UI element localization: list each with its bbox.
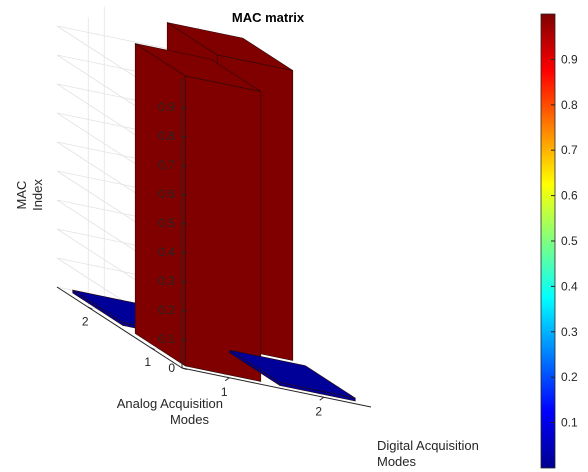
z-tick-label: 0.7 (158, 158, 175, 172)
z-tick-label: 0.2 (158, 303, 175, 317)
z-tick-mark (181, 251, 188, 254)
colorbar-tick-label: 0.9 (561, 52, 578, 66)
chart-title: MAC matrix (232, 10, 305, 25)
colorbar-tick-label: 0.4 (561, 279, 578, 293)
z-tick-mark (181, 135, 188, 138)
x-axis-line (181, 367, 372, 408)
z-axis-label-line2: Index (30, 179, 45, 211)
z-tick-mark (181, 106, 188, 109)
colorbar-tick-label: 0.3 (561, 325, 578, 339)
y-axis-label: Analog Acquisition Modes (117, 396, 223, 427)
z-tick-label: 0 (168, 361, 175, 375)
z-tick-mark (181, 338, 188, 341)
axes: 0 0.1 0.2 0.3 0.4 0.5 0.6 0.7 0.8 0.9 1 2 1 2 (56, 78, 372, 418)
bars (72, 21, 356, 402)
z-tick-mark (181, 309, 188, 312)
y-tick-label: 2 (82, 314, 89, 328)
z-tick-label: 0.3 (158, 274, 175, 288)
z-tick-label: 0.6 (158, 187, 175, 201)
y-tick-mark (88, 306, 93, 310)
bar-front-face (184, 75, 262, 382)
colorbar-tick-label: 0.6 (561, 189, 578, 203)
colorbar: 0.1 0.2 0.3 0.4 0.5 0.6 0.7 0.8 0.9 (540, 13, 578, 469)
x-tick-mark (319, 396, 325, 401)
colorbar-tick-label: 0.7 (561, 143, 578, 157)
z-tick-mark (181, 367, 188, 370)
y-tick-mark (150, 347, 155, 351)
bar-1-1 (134, 42, 262, 382)
z-axis-label-line1: MAC (14, 181, 29, 210)
z-tick-label: 0.1 (158, 332, 175, 346)
z-axis-label: MAC Index (14, 179, 45, 211)
z-tick-label: 0.5 (158, 216, 175, 230)
colorbar-tick-label: 0.2 (561, 370, 578, 384)
z-tick-mark (181, 222, 188, 225)
bar-side-face (134, 42, 186, 367)
bar-top-face (135, 43, 261, 92)
y-axis-label-line1: Analog Acquisition (117, 396, 223, 411)
colorbar-ticks: 0.1 0.2 0.3 0.4 0.5 0.6 0.7 0.8 0.9 (551, 52, 578, 430)
y-tick-label: 1 (144, 355, 151, 369)
y-axis-line (56, 286, 183, 369)
x-tick-label: 2 (315, 404, 322, 418)
z-tick-label: 0.8 (158, 129, 175, 143)
z-tick-label: 0.9 (158, 100, 175, 114)
colorbar-tick-label: 0.5 (561, 234, 578, 248)
y-axis-label-line2: Modes (170, 412, 210, 427)
z-tick-mark (181, 164, 188, 167)
x-axis-label-line1: Digital Acquisition (377, 438, 479, 453)
x-tick-label: 1 (221, 385, 228, 399)
bar-top-face (229, 349, 356, 399)
bar-2-1 (229, 349, 356, 402)
z-tick-label: 0.4 (158, 245, 175, 259)
x-axis-label: Digital Acquisition Modes (377, 438, 479, 469)
z-tick-mark (181, 280, 188, 283)
x-axis-label-line2: Modes (377, 454, 417, 469)
colorbar-tick-label: 0.1 (561, 416, 578, 430)
colorbar-tick-label: 0.8 (561, 98, 578, 112)
bar-top-face (167, 22, 293, 71)
z-tick-mark (181, 193, 188, 196)
x-tick-mark (224, 377, 230, 382)
